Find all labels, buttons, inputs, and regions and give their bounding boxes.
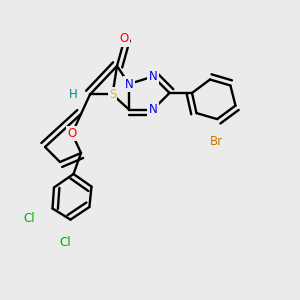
Text: H: H	[69, 88, 78, 101]
Text: Cl: Cl	[24, 212, 35, 225]
Text: Cl: Cl	[60, 236, 71, 249]
Text: N: N	[148, 103, 158, 116]
Text: N: N	[124, 77, 134, 91]
Text: S: S	[109, 88, 116, 101]
Text: O: O	[68, 127, 76, 140]
Text: O: O	[120, 32, 129, 46]
Text: Br: Br	[209, 135, 223, 148]
Text: N: N	[148, 70, 158, 83]
Text: H: H	[69, 88, 78, 101]
